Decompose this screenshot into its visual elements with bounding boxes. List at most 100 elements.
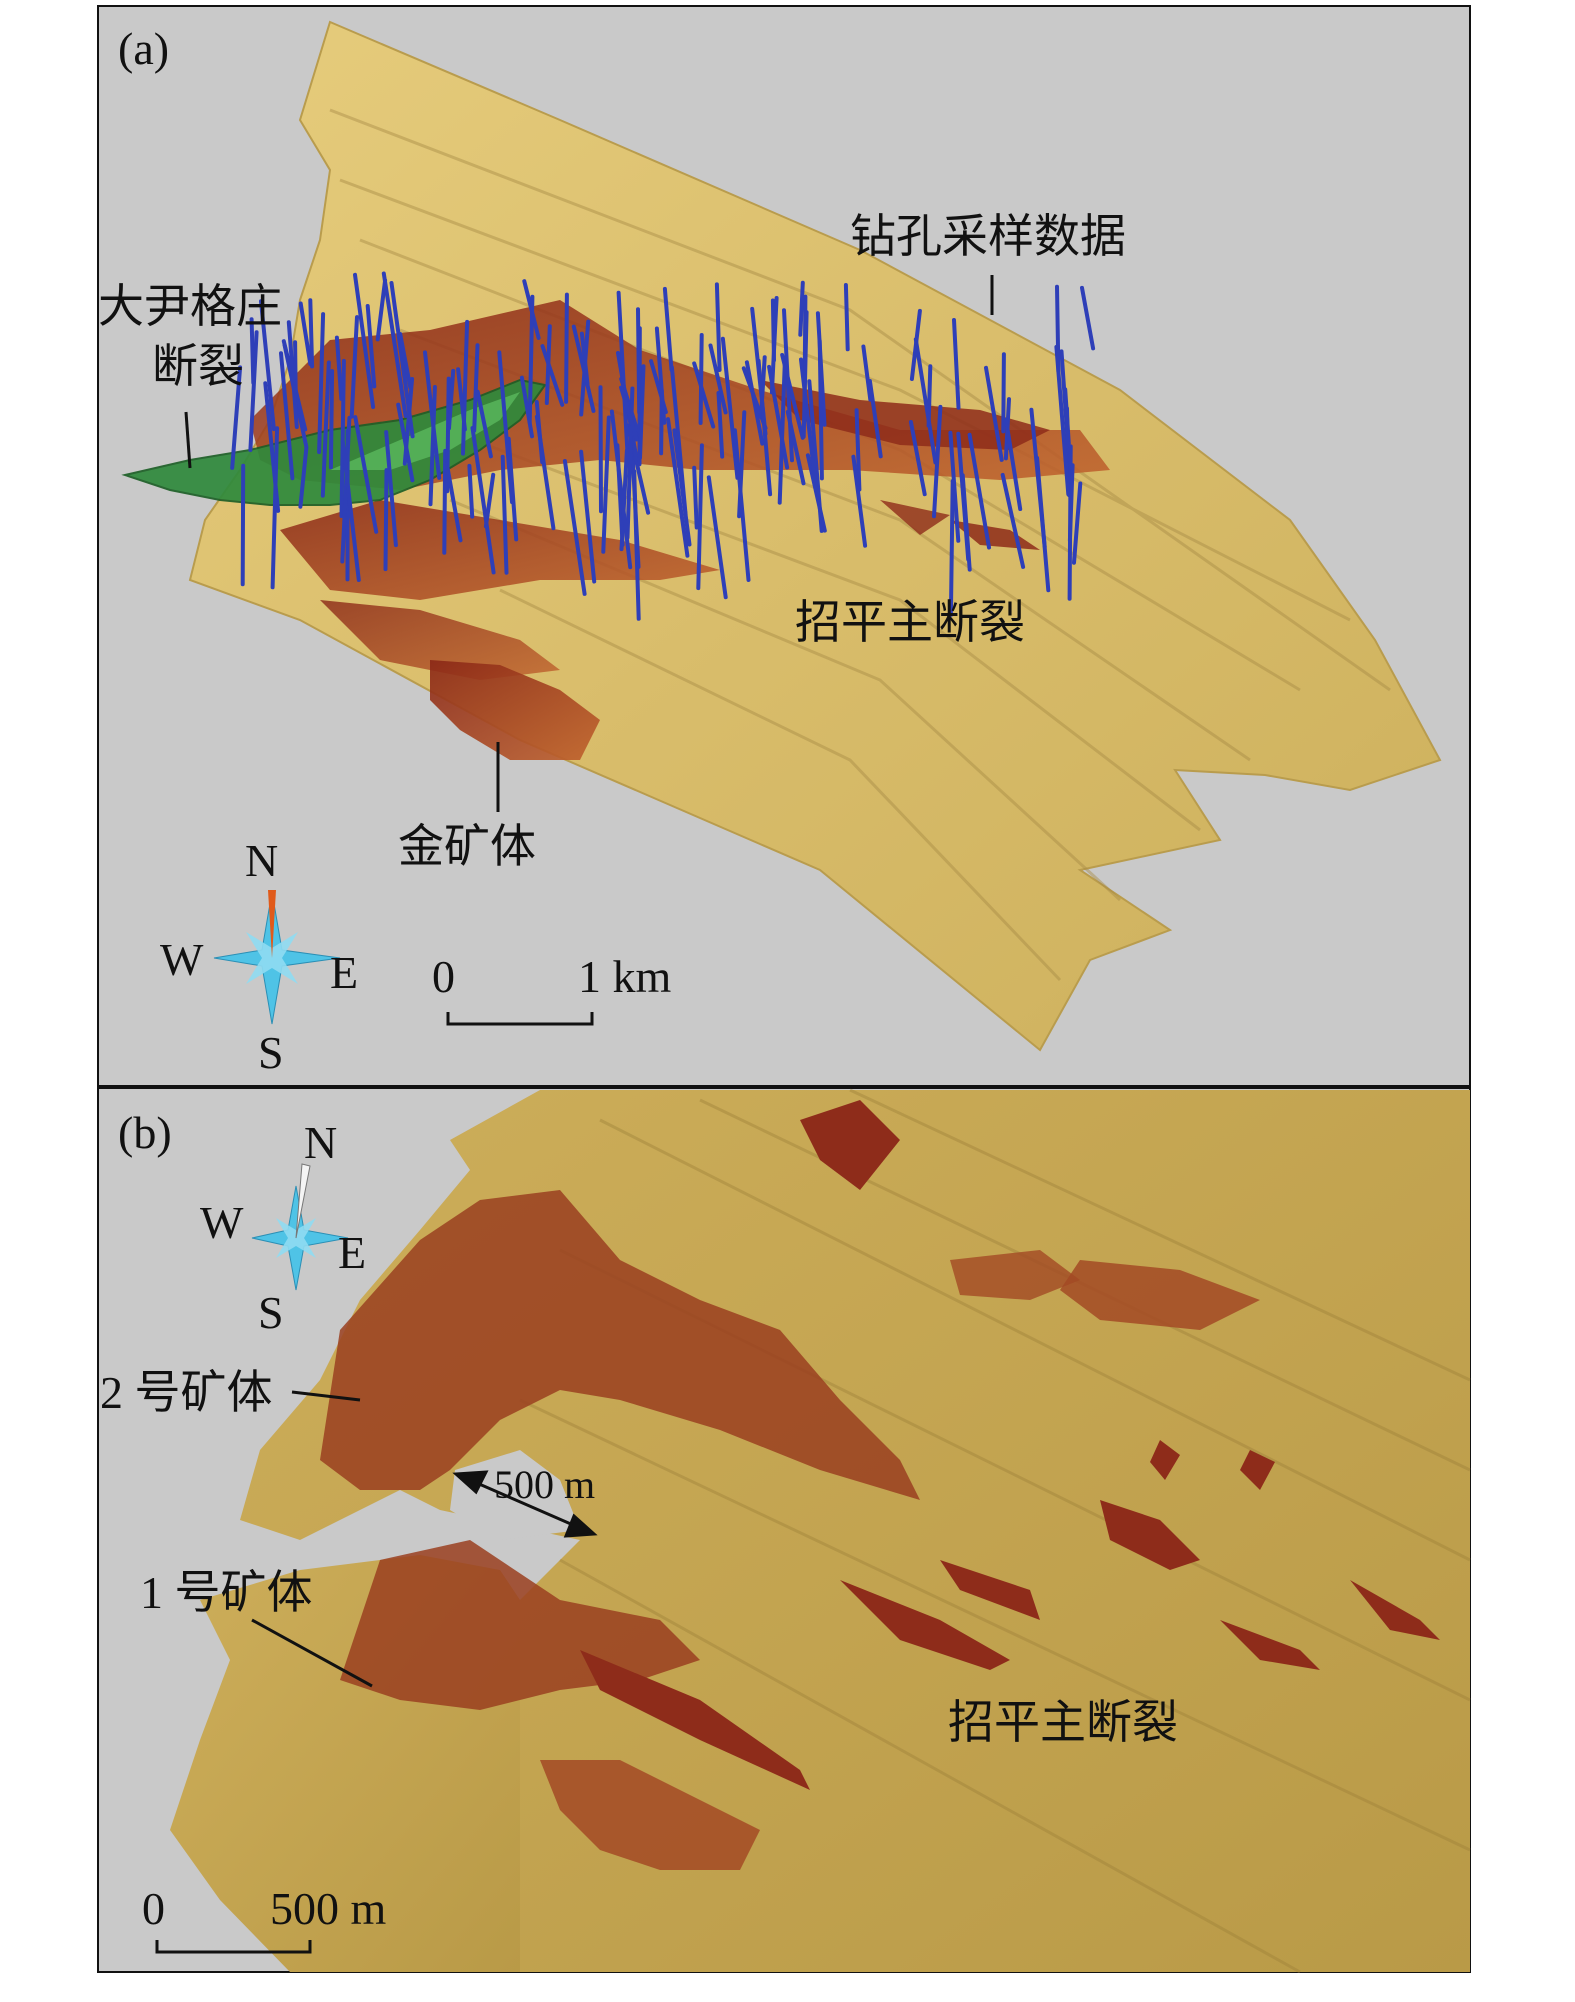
drillhole xyxy=(798,280,805,337)
drillhole xyxy=(960,473,972,572)
drillhole xyxy=(708,343,728,415)
drillhole xyxy=(456,367,467,432)
compass-b-n: N xyxy=(304,1117,337,1168)
drillhole xyxy=(564,292,569,404)
drillhole xyxy=(767,364,790,470)
drillhole xyxy=(534,414,556,531)
drillhole xyxy=(801,310,809,439)
drillhole xyxy=(851,454,868,548)
compass-a-n: N xyxy=(245,835,278,886)
drillhole xyxy=(298,445,309,509)
leader-orebody-1 xyxy=(251,1618,373,1688)
orebody-b-strip-1 xyxy=(580,1650,810,1790)
drillhole xyxy=(317,312,326,455)
drillhole xyxy=(720,336,740,480)
compass-b-w: W xyxy=(200,1197,244,1248)
orebody-a-2 xyxy=(280,500,720,600)
drillhole xyxy=(861,344,873,402)
drillhole xyxy=(714,282,722,372)
drillhole xyxy=(472,343,480,433)
drillhole xyxy=(428,385,437,507)
label-orebody-1: 1 号矿体 xyxy=(140,1567,313,1618)
label-main-fault-a: 招平主断裂 xyxy=(795,597,1025,648)
compass-a-s: S xyxy=(258,1027,284,1078)
compass-b-e: E xyxy=(338,1227,366,1278)
drillhole xyxy=(571,324,596,413)
drillhole xyxy=(398,332,413,390)
orebody-b-2 xyxy=(320,1190,920,1500)
scale-bar-a-start: 0 xyxy=(432,951,455,1002)
drillhole xyxy=(475,389,493,459)
compass-b-north-needle xyxy=(295,1163,311,1239)
drillhole xyxy=(662,286,674,372)
drillhole xyxy=(843,283,850,352)
drillhole xyxy=(1072,481,1083,565)
orebody-b-strip-8 xyxy=(950,1250,1080,1300)
orebody-a-4 xyxy=(760,380,1050,450)
drillhole xyxy=(320,360,331,498)
drillhole xyxy=(1029,407,1047,549)
drillhole xyxy=(732,428,751,582)
scale-bar-b-line xyxy=(155,1940,312,1954)
drillhole xyxy=(785,409,806,486)
label-main-fault-b: 招平主断裂 xyxy=(948,1697,1178,1748)
drillhole xyxy=(461,319,470,456)
drillhole xyxy=(270,426,280,590)
drillhole xyxy=(470,426,496,575)
drillhole xyxy=(230,365,243,470)
panel-a: (a) 钻孔采样数据 大尹格庄 断裂 招平主断裂 金矿体 N W E S 0 1… xyxy=(97,5,1471,1087)
orebody-a-6 xyxy=(880,500,950,535)
orebody-b-strip-3 xyxy=(940,1560,1040,1620)
drillhole xyxy=(601,415,611,554)
compass-a: N W E S xyxy=(160,835,358,1078)
panel-b: (b) 2 号矿体 1 号矿体 招平主断裂 500 m N W E S 0 50… xyxy=(97,1087,1471,1974)
drillhole xyxy=(500,454,509,575)
drillhole xyxy=(259,299,276,432)
compass-b: N W E S xyxy=(200,1117,366,1338)
orebody-b-strip-4 xyxy=(1060,1260,1260,1330)
drillhole xyxy=(967,432,991,550)
orebody-b-strip-7 xyxy=(1220,1620,1320,1670)
orebody-b-diamond-2 xyxy=(1240,1450,1275,1490)
drillhole xyxy=(381,271,408,418)
scale-bar-b-end: 500 m xyxy=(270,1883,387,1934)
drillhole xyxy=(540,344,565,407)
drillhole xyxy=(298,301,313,366)
drillhole xyxy=(632,469,641,621)
dayin-fault-highlight xyxy=(330,392,520,470)
compass-a-w: W xyxy=(160,934,204,985)
drillhole xyxy=(654,326,667,425)
gold-orebody-a xyxy=(430,660,600,760)
drillhole xyxy=(692,361,716,429)
drillhole xyxy=(248,330,259,452)
drillhole xyxy=(817,338,824,481)
drillhole xyxy=(396,402,415,483)
compass-a-north-needle xyxy=(268,890,276,958)
scale-bar-a: 0 1 km xyxy=(432,951,672,1026)
drillhole xyxy=(447,368,456,431)
drillhole xyxy=(598,385,603,514)
panel-b-tag: (b) xyxy=(118,1107,172,1158)
drillhole xyxy=(279,351,295,481)
drillhole xyxy=(666,417,690,558)
drillhole xyxy=(619,385,639,442)
drillhole xyxy=(383,468,389,572)
drillhole xyxy=(854,408,862,492)
drillhole xyxy=(706,475,728,600)
drillhole xyxy=(1000,472,1026,569)
drillhole xyxy=(609,409,633,570)
drillhole xyxy=(353,272,376,409)
orebody-b-strip-5 xyxy=(1100,1500,1200,1570)
drillhole xyxy=(339,358,346,518)
drillhole xyxy=(544,324,552,405)
drillhole xyxy=(286,320,299,429)
compass-a-e: E xyxy=(330,947,358,998)
scale-bar-b: 0 500 m xyxy=(142,1883,387,1954)
leader-orebody-2 xyxy=(291,1390,361,1402)
label-gold-orebody: 金矿体 xyxy=(398,821,536,872)
drillholes xyxy=(230,271,1096,621)
orebodies-b xyxy=(320,1100,1440,1870)
orebody-b-strip-2 xyxy=(840,1580,1010,1670)
drillhole xyxy=(908,420,927,497)
